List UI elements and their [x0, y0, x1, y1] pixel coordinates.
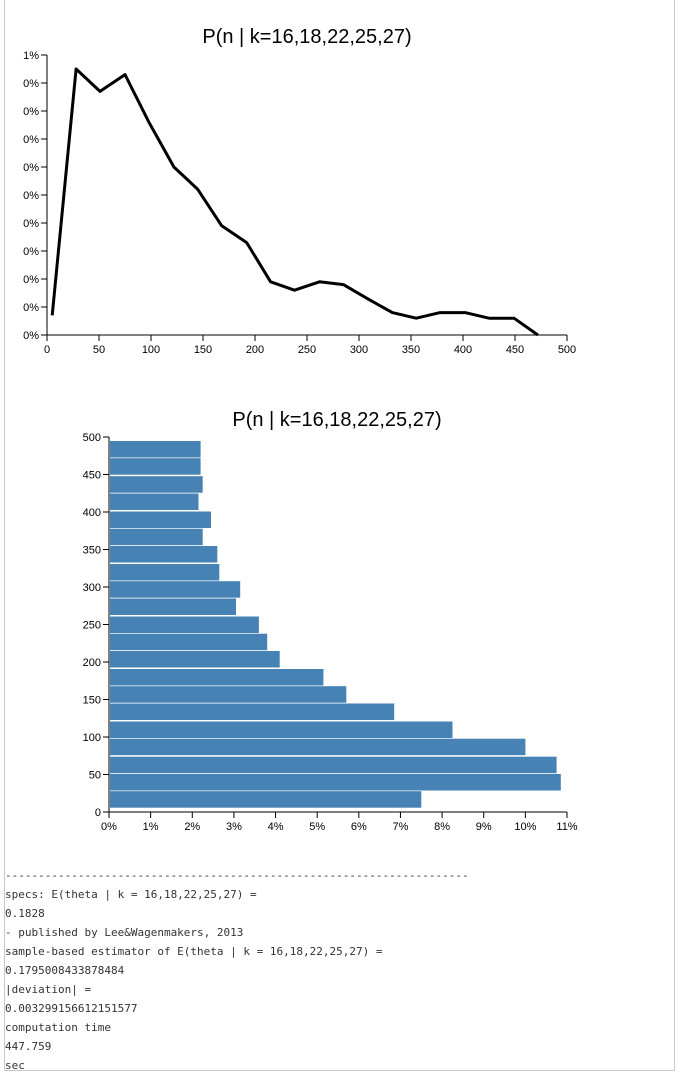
x-tick-label: 300: [350, 344, 368, 356]
x-tick-label: 50: [93, 344, 105, 356]
y-tick-label: 0%: [23, 134, 39, 146]
x-tick-label: 150: [194, 344, 212, 356]
output-line: |deviation| =: [5, 983, 92, 996]
output-line: 0.1828: [5, 907, 45, 920]
y-tick-label: 450: [83, 470, 101, 482]
output-line: computation time: [5, 1021, 111, 1034]
line-chart-axes: 0 50 100 150 200 250 300 350 400 450 500 0% 0% 0% 0% 0%…: [23, 50, 576, 356]
y-tick-label: 0%: [23, 78, 39, 90]
y-tick-label: 500: [83, 432, 101, 444]
y-tick-label: 100: [83, 732, 101, 744]
y-tick-label: 1%: [23, 50, 39, 62]
output-line: 0.1795008433878484: [5, 964, 125, 977]
output-line: 0.003299156612151577: [5, 1002, 138, 1015]
bar: [110, 669, 324, 686]
line-chart-title: P(n | k=16,18,22,25,27): [202, 26, 411, 48]
bar-chart-axes: 0% 1% 2% 3% 4% 5% 6% 7% 8% 9% 10% 11% 0 50 100 150 200 25…: [83, 432, 578, 833]
bar: [110, 721, 453, 738]
bar: [110, 774, 561, 791]
x-tick-label: 5%: [309, 821, 325, 833]
bar-series: [110, 441, 561, 808]
line-chart: P(n | k=16,18,22,25,27) 0 50 100 150 200 250 3…: [23, 26, 576, 356]
output-separator: ----------------------------------------…: [5, 869, 469, 882]
bar: [110, 791, 422, 808]
bar: [110, 616, 259, 633]
x-tick-label: 400: [454, 344, 472, 356]
bar: [110, 528, 203, 546]
y-tick-label: 200: [83, 657, 101, 669]
x-tick-label: 250: [298, 344, 316, 356]
output-line: 447.759: [5, 1040, 52, 1053]
bar: [110, 633, 268, 651]
output-line: - published by Lee&Wagenmakers, 2013: [5, 926, 244, 939]
output-line: specs: E(theta | k = 16,18,22,25,27) =: [5, 888, 257, 901]
bar: [110, 458, 201, 475]
bar: [110, 476, 203, 493]
bar: [110, 756, 557, 774]
x-tick-label: 11%: [556, 821, 577, 833]
bar: [110, 703, 395, 720]
x-tick-label: 0: [44, 344, 50, 356]
bar: [110, 738, 526, 756]
y-tick-label: 0%: [23, 330, 39, 342]
x-tick-label: 1%: [143, 821, 159, 833]
output-line: sample-based estimator of E(theta | k = …: [5, 945, 383, 958]
y-tick-label: 150: [83, 695, 101, 707]
x-tick-label: 10%: [514, 821, 536, 833]
x-tick-label: 450: [506, 344, 524, 356]
x-tick-label: 6%: [351, 821, 367, 833]
bar: [110, 686, 347, 703]
bar: [110, 651, 280, 668]
x-tick-label: 7%: [393, 821, 409, 833]
x-tick-label: 3%: [226, 821, 242, 833]
y-tick-label: 0%: [23, 106, 39, 118]
y-tick-label: 250: [83, 620, 101, 632]
bar-chart-title: P(n | k=16,18,22,25,27): [232, 409, 441, 431]
y-tick-label: 400: [83, 507, 101, 519]
x-tick-label: 8%: [434, 821, 450, 833]
bar: [110, 546, 218, 563]
y-tick-label: 350: [83, 545, 101, 557]
bar: [110, 581, 241, 598]
x-tick-label: 2%: [184, 821, 200, 833]
bar: [110, 511, 211, 528]
x-tick-label: 0%: [101, 821, 117, 833]
y-tick-label: 0: [95, 807, 101, 819]
x-tick-label: 100: [142, 344, 160, 356]
line-series: [50, 67, 539, 337]
x-tick-label: 350: [402, 344, 420, 356]
x-tick-label: 9%: [476, 821, 492, 833]
y-tick-label: 50: [89, 770, 101, 782]
x-tick-label: 500: [558, 344, 576, 356]
output-line: sec: [5, 1059, 25, 1072]
bar: [110, 441, 201, 458]
y-tick-label: 0%: [23, 218, 39, 230]
console-output: ----------------------------------------…: [5, 866, 665, 1075]
y-tick-label: 0%: [23, 246, 39, 258]
y-tick-label: 300: [83, 582, 101, 594]
bar-chart: P(n | k=16,18,22,25,27) 0% 1% 2% 3% 4% 5% 6% 7%…: [83, 409, 578, 833]
y-tick-label: 0%: [23, 190, 39, 202]
bar: [110, 564, 220, 581]
x-tick-label: 200: [246, 344, 264, 356]
y-tick-label: 0%: [23, 274, 39, 286]
bar: [110, 493, 199, 510]
y-tick-label: 0%: [23, 302, 39, 314]
x-tick-label: 4%: [268, 821, 284, 833]
bar: [110, 598, 236, 615]
y-tick-label: 0%: [23, 162, 39, 174]
